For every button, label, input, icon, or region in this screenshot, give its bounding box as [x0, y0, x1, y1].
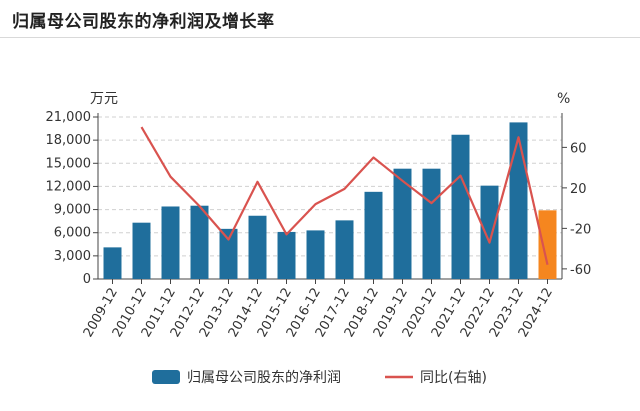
bar — [480, 185, 499, 279]
growth-rate-line — [140, 126, 549, 266]
bar — [335, 220, 354, 279]
bar — [451, 134, 470, 279]
bar — [277, 231, 296, 279]
legend-label-line: 同比(右轴) — [420, 370, 487, 386]
left-axis-tick-label: 15,000 — [46, 156, 92, 171]
bar — [364, 191, 383, 279]
header-bar: 归属母公司股东的净利润及增长率 — [0, 0, 640, 38]
page-title: 归属母公司股东的净利润及增长率 — [12, 12, 275, 32]
left-axis-tick-label: 3,000 — [54, 249, 91, 264]
bar — [509, 122, 528, 280]
bar — [103, 247, 122, 279]
bar — [306, 230, 325, 279]
left-axis-tick-label: 21,000 — [46, 110, 92, 125]
right-axis-unit: % — [557, 91, 570, 107]
left-axis-tick-label: 0 — [83, 272, 91, 287]
bar — [132, 222, 151, 279]
bar — [248, 215, 267, 279]
left-axis-tick-label: 18,000 — [46, 133, 92, 148]
bar — [538, 210, 557, 279]
right-axis-tick-label: 20 — [570, 182, 587, 197]
bar — [161, 206, 180, 279]
left-axis-tick-label: 9,000 — [54, 203, 91, 218]
right-axis-tick-label: 60 — [570, 141, 587, 156]
bar — [190, 205, 209, 279]
legend-label-bar: 归属母公司股东的净利润 — [187, 369, 341, 386]
left-axis-unit: 万元 — [90, 91, 118, 107]
left-axis-tick-label: 6,000 — [54, 226, 91, 241]
bar — [219, 228, 238, 279]
bar — [422, 168, 441, 279]
right-axis-tick-label: -20 — [570, 222, 591, 237]
bar — [393, 168, 412, 279]
left-axis-tick-label: 12,000 — [46, 179, 92, 194]
legend-swatch-bar — [152, 370, 180, 384]
right-axis-tick-label: -60 — [570, 263, 591, 278]
